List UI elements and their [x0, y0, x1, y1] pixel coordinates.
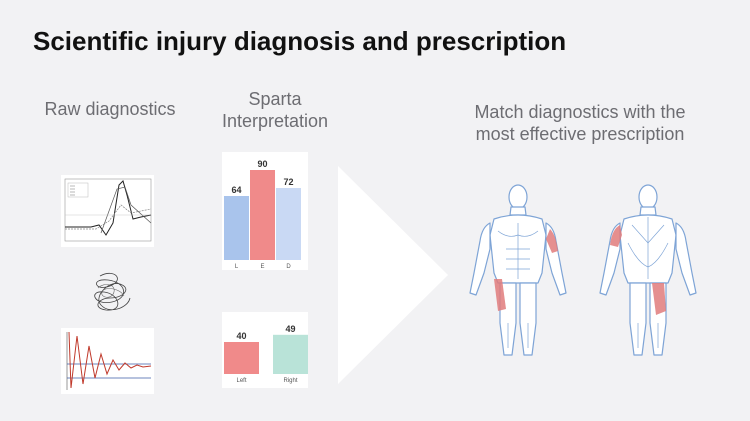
interpretation-bar-chart-2: 40 Left 49 Right — [222, 312, 308, 388]
back-body-diagram — [588, 183, 708, 368]
front-highlight-arm — [546, 229, 558, 253]
match-prescription-heading: Match diagnostics with the most effectiv… — [440, 101, 720, 145]
process-arrow — [338, 166, 450, 389]
sparta-interpretation-line2: Interpretation — [221, 111, 329, 131]
back-highlight-hamstring — [652, 283, 666, 315]
bar-right — [273, 334, 308, 374]
raw-waveform-plot — [61, 175, 154, 247]
bar-category-label: E — [260, 264, 264, 270]
bar-d — [276, 188, 301, 260]
bar-value-label: 72 — [283, 177, 293, 187]
match-heading-line1: Match diagnostics with the — [474, 102, 686, 122]
bar-l — [224, 196, 249, 260]
raw-diagnostics-heading: Raw diagnostics — [44, 99, 176, 119]
chart2-svg: 40 Left 49 Right — [224, 324, 308, 384]
bar-value-label: 64 — [231, 185, 241, 195]
front-highlight-thigh — [494, 279, 506, 311]
bar-category-label: D — [286, 264, 291, 270]
bar-left — [224, 342, 259, 374]
front-body-diagram — [458, 183, 578, 368]
sparta-interpretation-heading: Sparta Interpretation — [210, 88, 340, 132]
chart1-svg: 64 L 90 E 72 D — [224, 159, 301, 270]
bar-value-label: 90 — [257, 159, 267, 169]
back-highlight-arm — [610, 225, 622, 247]
bar-category-label: Right — [283, 378, 297, 384]
bar-value-label: 49 — [285, 324, 295, 334]
bar-value-label: 40 — [236, 331, 246, 341]
match-heading-line2: most effective prescription — [475, 124, 685, 144]
sparta-interpretation-line1: Sparta — [248, 89, 302, 109]
raw-oscillation-plot — [61, 328, 154, 394]
bar-category-label: Left — [236, 378, 246, 384]
raw-scribble-trace — [80, 268, 140, 323]
bar-category-label: L — [235, 264, 239, 270]
interpretation-bar-chart-1: 64 L 90 E 72 D — [222, 152, 308, 270]
bar-e — [250, 170, 275, 260]
page-title: Scientific injury diagnosis and prescrip… — [33, 26, 567, 56]
